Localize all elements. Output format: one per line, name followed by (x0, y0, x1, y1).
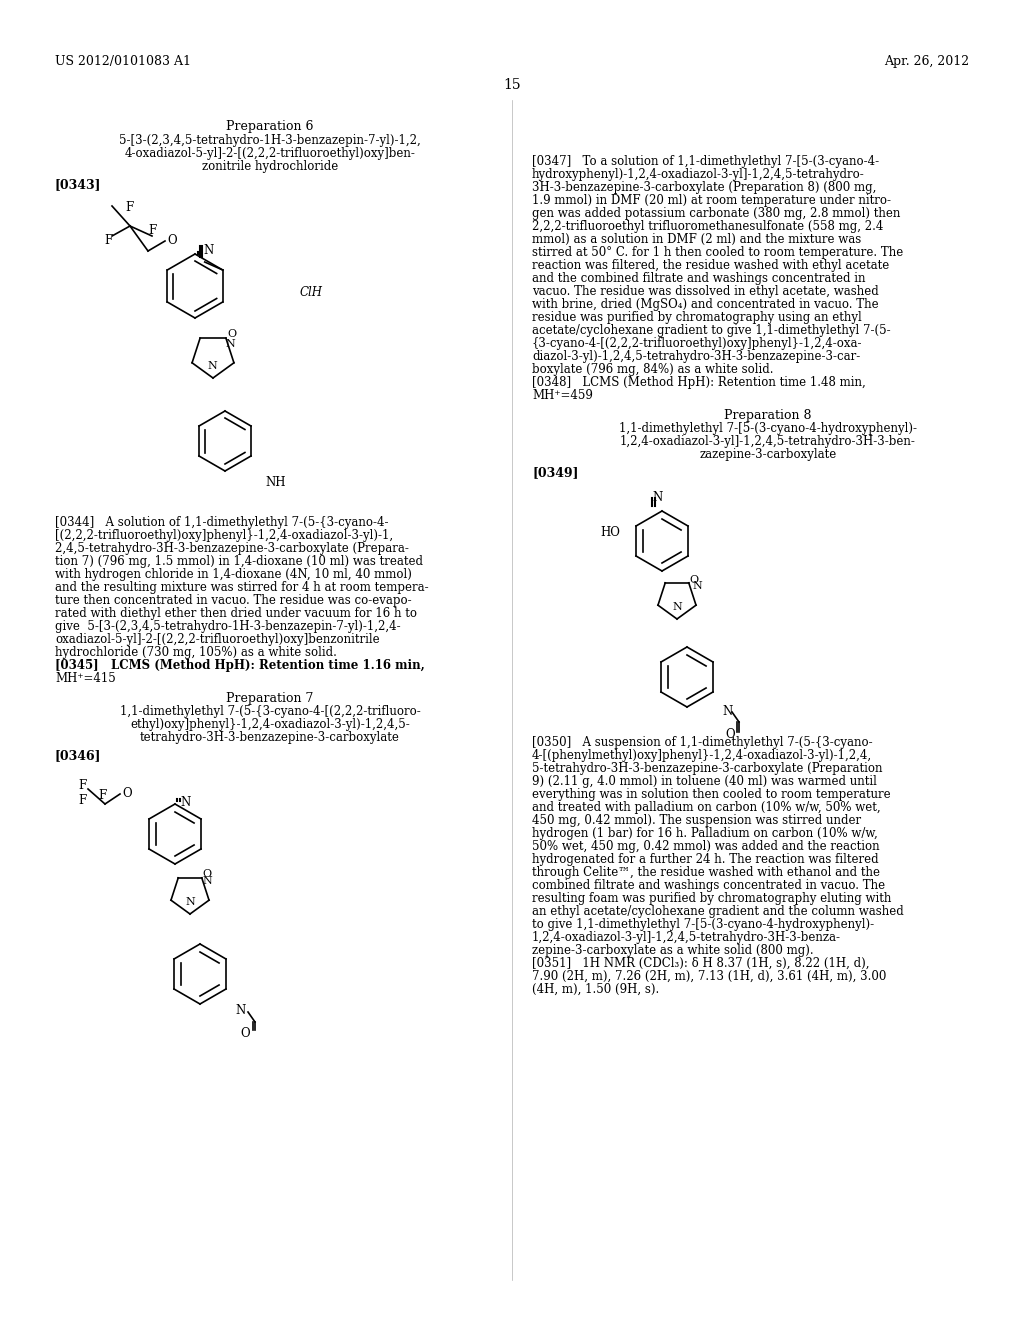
Text: mmol) as a solution in DMF (2 ml) and the mixture was: mmol) as a solution in DMF (2 ml) and th… (532, 234, 861, 246)
Text: hydrogen (1 bar) for 16 h. Palladium on carbon (10% w/w,: hydrogen (1 bar) for 16 h. Palladium on … (532, 828, 878, 840)
Text: N: N (180, 796, 190, 809)
Text: oxadiazol-5-yl]-2-[(2,2,2-trifluoroethyl)oxy]benzonitrile: oxadiazol-5-yl]-2-[(2,2,2-trifluoroethyl… (55, 634, 380, 645)
Text: N: N (203, 244, 213, 257)
Text: F: F (104, 234, 113, 247)
Text: [(2,2,2-trifluoroethyl)oxy]phenyl}-1,2,4-oxadiazol-3-yl)-1,: [(2,2,2-trifluoroethyl)oxy]phenyl}-1,2,4… (55, 529, 393, 543)
Text: [0345]   LCMS (Method HpH): Retention time 1.16 min,: [0345] LCMS (Method HpH): Retention time… (55, 659, 425, 672)
Text: 1,2,4-oxadiazol-3-yl]-1,2,4,5-tetrahydro-3H-3-ben-: 1,2,4-oxadiazol-3-yl]-1,2,4,5-tetrahydro… (621, 436, 915, 447)
Text: [0343]: [0343] (55, 178, 101, 191)
Text: NH: NH (265, 477, 286, 488)
Text: N: N (202, 876, 212, 886)
Text: N: N (652, 491, 663, 504)
Text: 3H-3-benzazepine-3-carboxylate (Preparation 8) (800 mg,: 3H-3-benzazepine-3-carboxylate (Preparat… (532, 181, 877, 194)
Text: F: F (148, 224, 157, 238)
Text: 1,1-dimethylethyl 7-(5-{3-cyano-4-[(2,2,2-trifluoro-: 1,1-dimethylethyl 7-(5-{3-cyano-4-[(2,2,… (120, 705, 421, 718)
Text: zazepine-3-carboxylate: zazepine-3-carboxylate (699, 447, 837, 461)
Text: ethyl)oxy]phenyl}-1,2,4-oxadiazol-3-yl)-1,2,4,5-: ethyl)oxy]phenyl}-1,2,4-oxadiazol-3-yl)-… (130, 718, 410, 731)
Text: MH⁺=415: MH⁺=415 (55, 672, 116, 685)
Text: [0344]   A solution of 1,1-dimethylethyl 7-(5-{3-cyano-4-: [0344] A solution of 1,1-dimethylethyl 7… (55, 516, 388, 529)
Text: hydroxyphenyl)-1,2,4-oxadiazol-3-yl]-1,2,4,5-tetrahydro-: hydroxyphenyl)-1,2,4-oxadiazol-3-yl]-1,2… (532, 168, 864, 181)
Text: F: F (98, 789, 106, 803)
Text: ture then concentrated in vacuo. The residue was co-evapo-: ture then concentrated in vacuo. The res… (55, 594, 412, 607)
Text: [0346]: [0346] (55, 748, 101, 762)
Text: [0348]   LCMS (Method HpH): Retention time 1.48 min,: [0348] LCMS (Method HpH): Retention time… (532, 376, 865, 389)
Text: vacuo. The residue was dissolved in ethyl acetate, washed: vacuo. The residue was dissolved in ethy… (532, 285, 879, 298)
Text: O: O (725, 729, 734, 741)
Text: N: N (185, 898, 195, 907)
Text: tion 7) (796 mg, 1.5 mmol) in 1,4-dioxane (10 ml) was treated: tion 7) (796 mg, 1.5 mmol) in 1,4-dioxan… (55, 554, 423, 568)
Text: Apr. 26, 2012: Apr. 26, 2012 (884, 55, 969, 69)
Text: F: F (78, 779, 86, 792)
Text: (4H, m), 1.50 (9H, s).: (4H, m), 1.50 (9H, s). (532, 983, 659, 997)
Text: 15: 15 (503, 78, 521, 92)
Text: an ethyl acetate/cyclohexane gradient and the column washed: an ethyl acetate/cyclohexane gradient an… (532, 906, 904, 917)
Text: rated with diethyl ether then dried under vacuum for 16 h to: rated with diethyl ether then dried unde… (55, 607, 417, 620)
Text: 450 mg, 0.42 mmol). The suspension was stirred under: 450 mg, 0.42 mmol). The suspension was s… (532, 814, 861, 828)
Text: 2,2,2-trifluoroethyl trifluoromethanesulfonate (558 mg, 2.4: 2,2,2-trifluoroethyl trifluoromethanesul… (532, 220, 884, 234)
Text: and the combined filtrate and washings concentrated in: and the combined filtrate and washings c… (532, 272, 865, 285)
Text: resulting foam was purified by chromatography eluting with: resulting foam was purified by chromatog… (532, 892, 891, 906)
Text: zepine-3-carboxylate as a white solid (800 mg).: zepine-3-carboxylate as a white solid (8… (532, 944, 814, 957)
Text: 7.90 (2H, m), 7.26 (2H, m), 7.13 (1H, d), 3.61 (4H, m), 3.00: 7.90 (2H, m), 7.26 (2H, m), 7.13 (1H, d)… (532, 970, 887, 983)
Text: 1,2,4-oxadiazol-3-yl]-1,2,4,5-tetrahydro-3H-3-benza-: 1,2,4-oxadiazol-3-yl]-1,2,4,5-tetrahydro… (532, 931, 841, 944)
Text: to give 1,1-dimethylethyl 7-[5-(3-cyano-4-hydroxyphenyl)-: to give 1,1-dimethylethyl 7-[5-(3-cyano-… (532, 917, 874, 931)
Text: hydrochloride (730 mg, 105%) as a white solid.: hydrochloride (730 mg, 105%) as a white … (55, 645, 337, 659)
Text: hydrogenated for a further 24 h. The reaction was filtered: hydrogenated for a further 24 h. The rea… (532, 853, 879, 866)
Text: N: N (207, 360, 217, 371)
Text: F: F (78, 795, 86, 807)
Text: N: N (722, 705, 732, 718)
Text: 5-tetrahydro-3H-3-benzazepine-3-carboxylate (Preparation: 5-tetrahydro-3H-3-benzazepine-3-carboxyl… (532, 762, 883, 775)
Text: 9) (2.11 g, 4.0 mmol) in toluene (40 ml) was warmed until: 9) (2.11 g, 4.0 mmol) in toluene (40 ml)… (532, 775, 877, 788)
Text: N: N (234, 1005, 246, 1016)
Text: ClH: ClH (300, 286, 323, 300)
Text: O: O (167, 234, 176, 247)
Text: 4-[(phenylmethyl)oxy]phenyl}-1,2,4-oxadiazol-3-yl)-1,2,4,: 4-[(phenylmethyl)oxy]phenyl}-1,2,4-oxadi… (532, 748, 872, 762)
Text: 1,1-dimethylethyl 7-[5-(3-cyano-4-hydroxyphenyl)-: 1,1-dimethylethyl 7-[5-(3-cyano-4-hydrox… (618, 422, 918, 436)
Text: tetrahydro-3H-3-benzazepine-3-carboxylate: tetrahydro-3H-3-benzazepine-3-carboxylat… (140, 731, 400, 744)
Text: O: O (240, 1027, 250, 1040)
Text: Preparation 7: Preparation 7 (226, 692, 313, 705)
Text: 1.9 mmol) in DMF (20 ml) at room temperature under nitro-: 1.9 mmol) in DMF (20 ml) at room tempera… (532, 194, 891, 207)
Text: Preparation 8: Preparation 8 (724, 409, 812, 422)
Text: MH⁺=459: MH⁺=459 (532, 389, 593, 403)
Text: [0351]   1H NMR (CDCl₃): δ H 8.37 (1H, s), 8.22 (1H, d),: [0351] 1H NMR (CDCl₃): δ H 8.37 (1H, s),… (532, 957, 869, 970)
Text: US 2012/0101083 A1: US 2012/0101083 A1 (55, 55, 191, 69)
Text: [0349]: [0349] (532, 466, 579, 479)
Text: [0350]   A suspension of 1,1-dimethylethyl 7-(5-{3-cyano-: [0350] A suspension of 1,1-dimethylethyl… (532, 737, 872, 748)
Text: combined filtrate and washings concentrated in vacuo. The: combined filtrate and washings concentra… (532, 879, 885, 892)
Text: diazol-3-yl)-1,2,4,5-tetrahydro-3H-3-benzazepine-3-car-: diazol-3-yl)-1,2,4,5-tetrahydro-3H-3-ben… (532, 350, 860, 363)
Text: 50% wet, 450 mg, 0.42 mmol) was added and the reaction: 50% wet, 450 mg, 0.42 mmol) was added an… (532, 840, 880, 853)
Text: N: N (672, 602, 682, 612)
Text: {3-cyano-4-[(2,2,2-trifluoroethyl)oxy]phenyl}-1,2,4-oxa-: {3-cyano-4-[(2,2,2-trifluoroethyl)oxy]ph… (532, 337, 862, 350)
Text: boxylate (796 mg, 84%) as a white solid.: boxylate (796 mg, 84%) as a white solid. (532, 363, 773, 376)
Text: with brine, dried (MgSO₄) and concentrated in vacuo. The: with brine, dried (MgSO₄) and concentrat… (532, 298, 879, 312)
Text: N: N (225, 339, 234, 348)
Text: stirred at 50° C. for 1 h then cooled to room temperature. The: stirred at 50° C. for 1 h then cooled to… (532, 246, 903, 259)
Text: Preparation 6: Preparation 6 (226, 120, 313, 133)
Text: 2,4,5-tetrahydro-3H-3-benzazepine-3-carboxylate (Prepara-: 2,4,5-tetrahydro-3H-3-benzazepine-3-carb… (55, 543, 409, 554)
Text: gen was added potassium carbonate (380 mg, 2.8 mmol) then: gen was added potassium carbonate (380 m… (532, 207, 900, 220)
Text: and the resulting mixture was stirred for 4 h at room tempera-: and the resulting mixture was stirred fo… (55, 581, 429, 594)
Text: N: N (692, 581, 701, 591)
Text: through Celite™, the residue washed with ethanol and the: through Celite™, the residue washed with… (532, 866, 880, 879)
Text: F: F (125, 201, 133, 214)
Text: and treated with palladium on carbon (10% w/w, 50% wet,: and treated with palladium on carbon (10… (532, 801, 881, 814)
Text: acetate/cyclohexane gradient to give 1,1-dimethylethyl 7-(5-: acetate/cyclohexane gradient to give 1,1… (532, 323, 891, 337)
Text: HO: HO (600, 525, 620, 539)
Text: residue was purified by chromatography using an ethyl: residue was purified by chromatography u… (532, 312, 862, 323)
Text: O: O (202, 869, 211, 879)
Text: O: O (227, 329, 237, 339)
Text: 5-[3-(2,3,4,5-tetrahydro-1H-3-benzazepin-7-yl)-1,2,: 5-[3-(2,3,4,5-tetrahydro-1H-3-benzazepin… (119, 135, 421, 147)
Text: reaction was filtered, the residue washed with ethyl acetate: reaction was filtered, the residue washe… (532, 259, 889, 272)
Text: O: O (122, 787, 132, 800)
Text: with hydrogen chloride in 1,4-dioxane (4N, 10 ml, 40 mmol): with hydrogen chloride in 1,4-dioxane (4… (55, 568, 412, 581)
Text: O: O (689, 576, 698, 585)
Text: zonitrile hydrochloride: zonitrile hydrochloride (202, 160, 338, 173)
Text: everything was in solution then cooled to room temperature: everything was in solution then cooled t… (532, 788, 891, 801)
Text: give  5-[3-(2,3,4,5-tetrahydro-1H-3-benzazepin-7-yl)-1,2,4-: give 5-[3-(2,3,4,5-tetrahydro-1H-3-benza… (55, 620, 400, 634)
Text: [0347]   To a solution of 1,1-dimethylethyl 7-[5-(3-cyano-4-: [0347] To a solution of 1,1-dimethylethy… (532, 154, 880, 168)
Text: 4-oxadiazol-5-yl]-2-[(2,2,2-trifluoroethyl)oxy]ben-: 4-oxadiazol-5-yl]-2-[(2,2,2-trifluoroeth… (125, 147, 416, 160)
